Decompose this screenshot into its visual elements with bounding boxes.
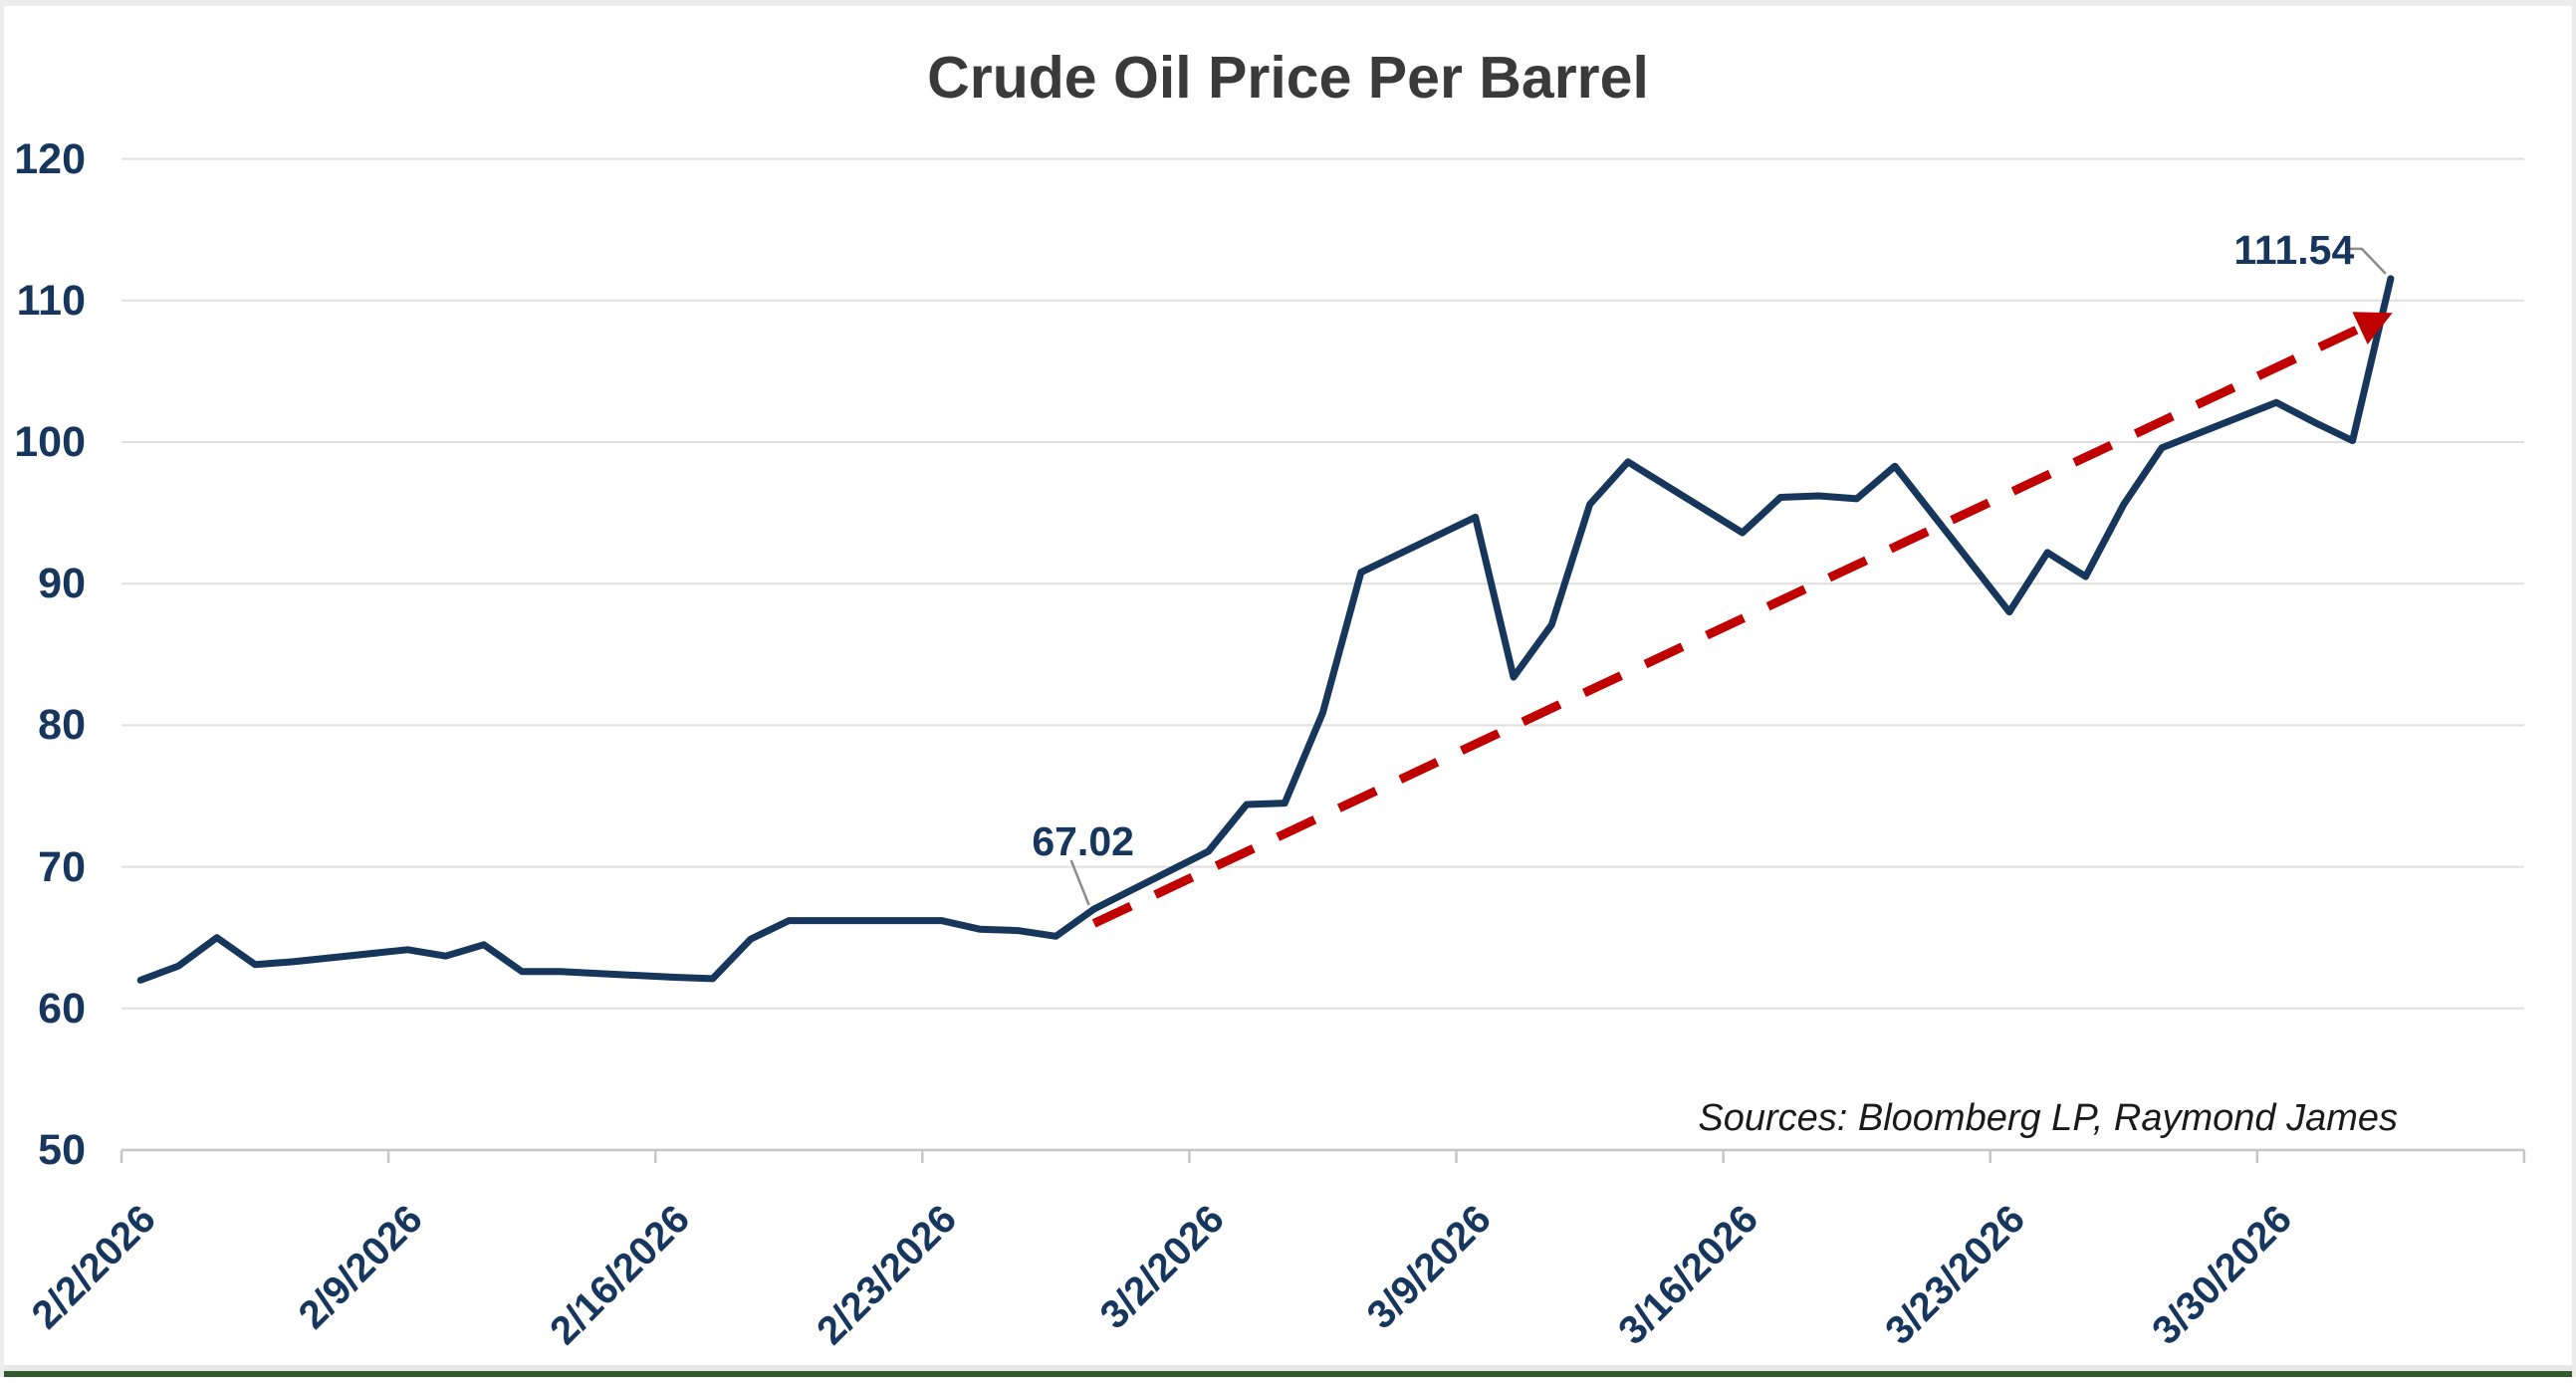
annotation-first-value: 67.02 bbox=[1032, 817, 1134, 864]
trend-line bbox=[1091, 312, 2393, 928]
y-axis-label-120: 120 bbox=[14, 134, 86, 183]
y-axis-label-50: 50 bbox=[38, 1126, 86, 1174]
source-note: Sources: Bloomberg LP, Raymond James bbox=[1698, 1097, 2398, 1139]
y-axis-label-90: 90 bbox=[38, 560, 86, 608]
y-axis-label-70: 70 bbox=[38, 842, 86, 891]
annotation-last-value: 111.54 bbox=[2233, 226, 2355, 273]
bottom-gray-strip bbox=[4, 1365, 2572, 1371]
price-line bbox=[136, 275, 2395, 984]
plot-area bbox=[119, 157, 2526, 1163]
annotation-leader-last bbox=[2345, 247, 2387, 275]
y-axis-label-80: 80 bbox=[38, 701, 86, 750]
bottom-green-accent-bar bbox=[4, 1371, 2572, 1377]
y-axis-label-60: 60 bbox=[38, 984, 86, 1033]
chart-title: Crude Oil Price Per Barrel bbox=[927, 45, 1649, 111]
y-axis-label-100: 100 bbox=[14, 418, 86, 466]
y-axis-label-110: 110 bbox=[16, 276, 86, 325]
annotation-leader-first bbox=[1069, 859, 1090, 906]
